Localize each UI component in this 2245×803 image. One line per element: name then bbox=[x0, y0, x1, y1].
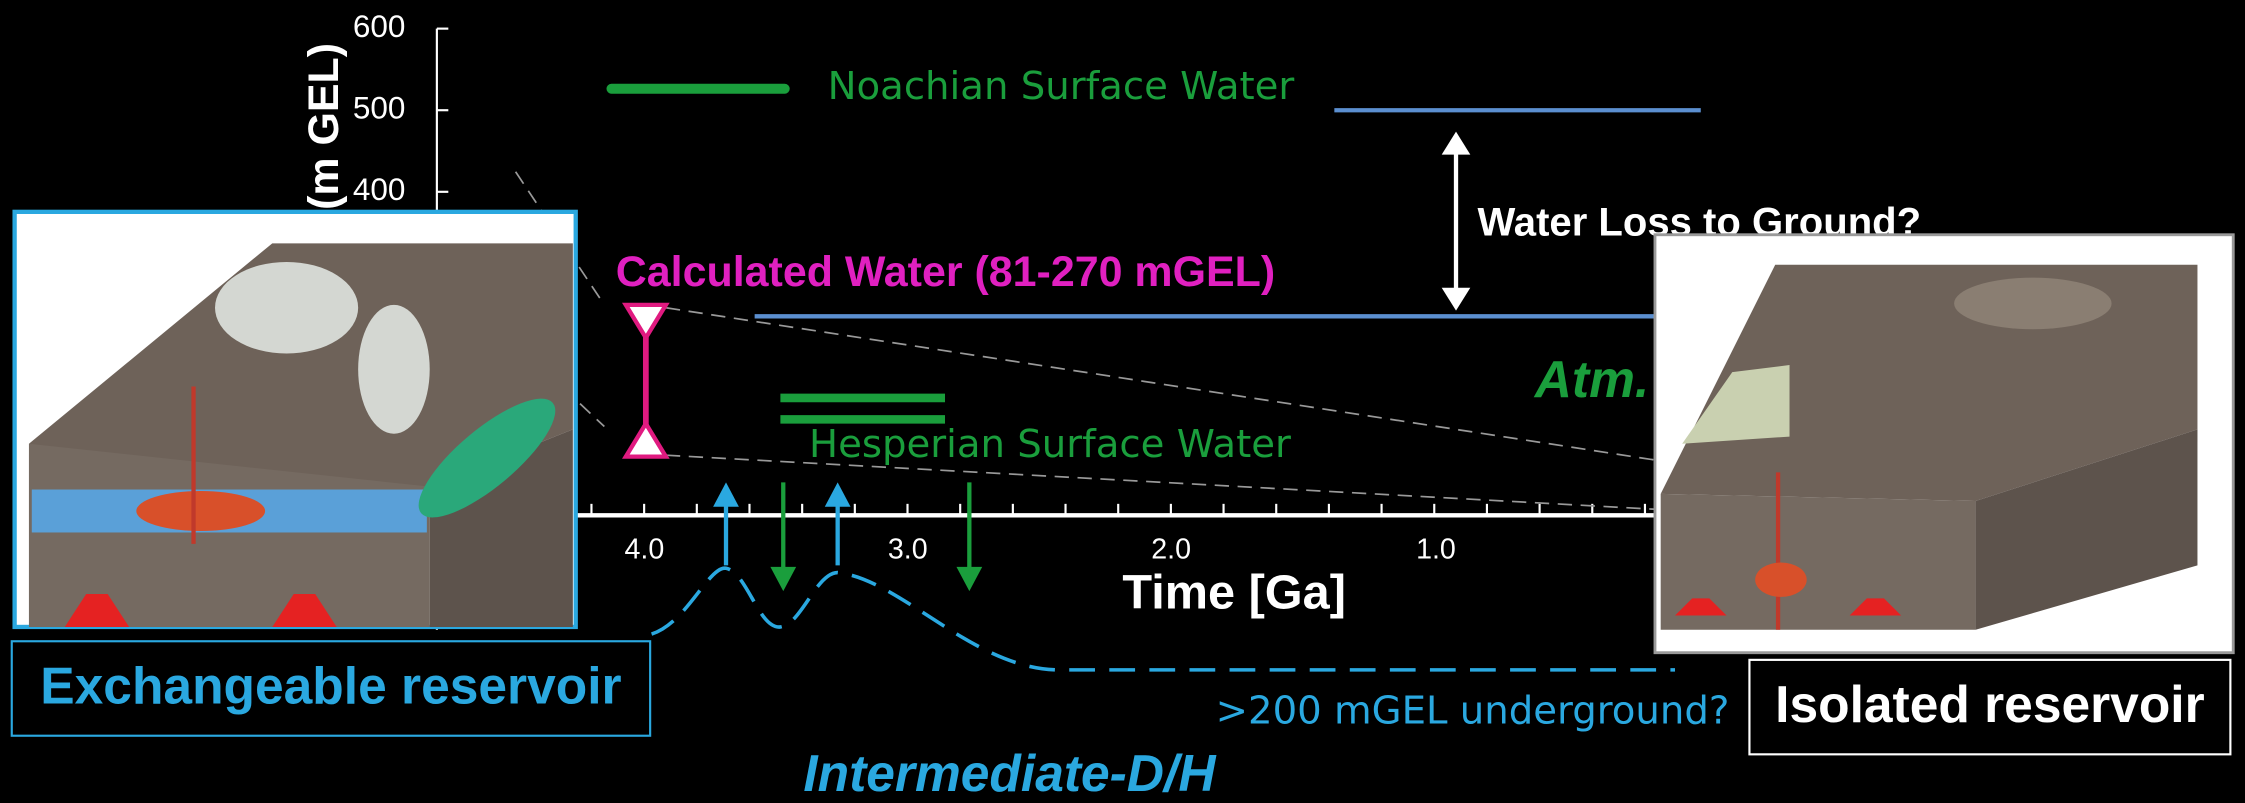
right-caption: Isolated reservoir bbox=[1775, 675, 2205, 733]
x-tick-label: 2.0 bbox=[1151, 534, 1191, 566]
noachian-label: Noachian Surface Water bbox=[828, 64, 1295, 109]
x-axis-label: Time [Ga] bbox=[1122, 565, 1346, 619]
y-axis-label: (m GEL) bbox=[300, 43, 348, 210]
calculated-label: Calculated Water (81-270 mGEL) bbox=[616, 248, 1275, 296]
x-tick-label: 4.0 bbox=[625, 534, 665, 566]
page: {"axis": {"y_label": "(m GEL)", "y_ticks… bbox=[0, 0, 2245, 803]
y-tick-label: 600 bbox=[353, 8, 406, 44]
x-tick-label: 3.0 bbox=[888, 534, 928, 566]
underground-label: >200 mGEL underground? bbox=[1216, 688, 1730, 733]
right-inset bbox=[1655, 235, 2233, 653]
hesperian-label: Hesperian Surface Water bbox=[809, 422, 1291, 467]
x-ticks bbox=[591, 504, 1644, 515]
y-tick-label: 400 bbox=[353, 171, 406, 207]
diagram: (m GEL) 600 500 400 4.0 3.0 2.0 1.0 Time… bbox=[0, 0, 2245, 803]
y-tick-label: 500 bbox=[353, 90, 406, 126]
left-caption: Exchangeable reservoir bbox=[40, 657, 621, 715]
intermediate-label: Intermediate-D/H bbox=[803, 744, 1217, 802]
left-inset bbox=[15, 212, 576, 627]
atm-label: Atm. bbox=[1533, 350, 1649, 408]
x-tick-label: 1.0 bbox=[1416, 534, 1456, 566]
